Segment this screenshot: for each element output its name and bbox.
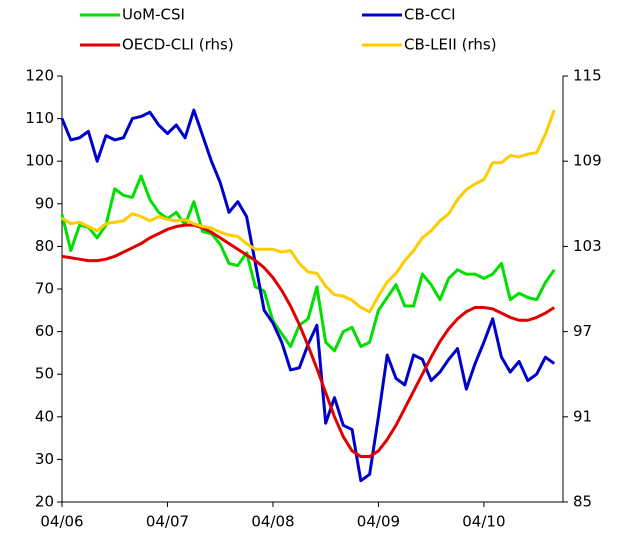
y-tick-label: 70 xyxy=(35,280,54,298)
y2-tick-label: 103 xyxy=(573,237,602,255)
legend-label: OECD-CLI (rhs) xyxy=(122,36,234,54)
x-tick-label: 04/09 xyxy=(357,513,400,531)
y2-tick-label: 91 xyxy=(573,407,592,425)
legend-label: CB-CCI xyxy=(404,6,456,24)
y-tick-label: 30 xyxy=(35,450,54,468)
x-tick-label: 04/07 xyxy=(146,513,189,531)
x-tick-label: 04/06 xyxy=(40,513,83,531)
y2-tick-label: 97 xyxy=(573,322,592,340)
y2-tick-label: 85 xyxy=(573,493,592,511)
series-line xyxy=(60,108,556,483)
y-tick-label: 40 xyxy=(35,407,54,425)
y-tick-label: 80 xyxy=(35,237,54,255)
x-tick-label: 04/08 xyxy=(251,513,294,531)
y2-tick-label: 115 xyxy=(573,67,602,85)
series-line xyxy=(60,174,556,353)
y-tick-label: 60 xyxy=(35,322,54,340)
y-tick-label: 20 xyxy=(35,493,54,511)
y2-tick-label: 109 xyxy=(573,152,602,170)
y-tick-label: 90 xyxy=(35,194,54,212)
legend-label: CB-LEII (rhs) xyxy=(404,36,497,54)
series-line xyxy=(61,223,556,459)
x-tick-label: 04/10 xyxy=(462,513,505,531)
legend-label: UoM-CSI xyxy=(122,6,185,24)
y-tick-label: 110 xyxy=(25,109,54,127)
y-tick-label: 120 xyxy=(25,67,54,85)
series-line xyxy=(61,109,556,314)
y-tick-label: 50 xyxy=(35,365,54,383)
y-tick-label: 100 xyxy=(25,152,54,170)
